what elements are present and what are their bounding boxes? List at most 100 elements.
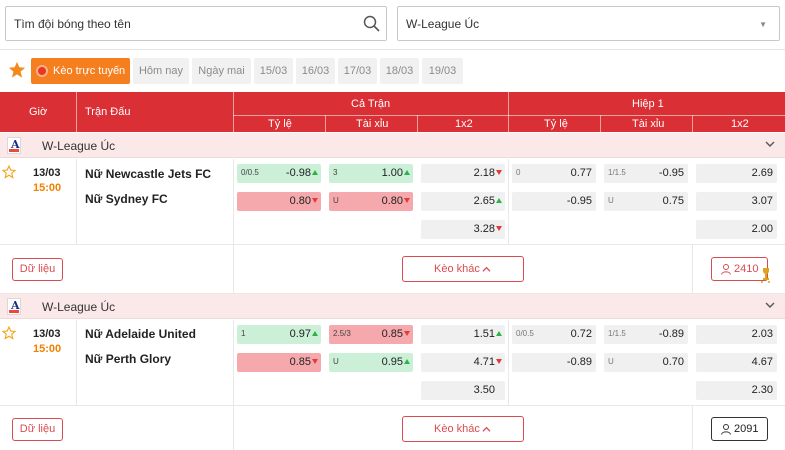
odds-cell[interactable]: 3 1.00 [329,164,413,183]
filter-date[interactable]: 17/03 [338,58,377,84]
odds-cell[interactable]: 1/1.5 -0.89 [604,325,688,344]
arrow-up-icon [404,359,410,364]
divider [508,159,509,244]
odds-cell[interactable]: 2.69 [696,164,777,183]
col-handicap: Tỷ lệ [268,118,292,130]
divider [233,320,234,405]
trophy-icon [761,268,770,283]
chevron-down-icon[interactable] [765,300,775,310]
date-filter-bar: Kèo trực tuyến Hôm nay Ngày mai 15/03 16… [0,50,785,92]
odds-table-header: Giờ Trận Đấu Cả Trận Hiệp 1 Tỷ lệ Tài xỉ… [0,92,785,132]
match-row: 13/03 15:00 Nữ Adelaide United Nữ Perth … [0,320,785,450]
odds-cell[interactable]: 2.5/3 0.85 [329,325,413,344]
user-icon [721,424,731,435]
odds-cell[interactable]: 3.28 [421,220,505,239]
odds-cell[interactable]: 0/0.5 -0.98 [237,164,321,183]
live-odds-button[interactable]: Kèo trực tuyến [31,58,130,84]
data-button[interactable]: Dữ liệu [12,418,63,441]
bettors-count-button[interactable]: 2410 [711,257,768,281]
live-icon [36,65,48,77]
away-team: Nữ Sydney FC [85,192,168,206]
divider [508,320,509,405]
odds-cell[interactable]: 1/1.5 -0.95 [604,164,688,183]
odds-value: 3.28 [473,223,495,235]
arrow-down-icon [312,198,318,203]
odds-cell[interactable]: 0 0.77 [512,164,596,183]
filter-today[interactable]: Hôm nay [133,58,189,84]
odds-value: 2.18 [473,167,495,179]
odds-cell[interactable]: 0.80 [237,192,321,211]
odds-cell[interactable]: U 0.95 [329,353,413,372]
odds-cell[interactable]: 3.50 [421,381,505,400]
search-placeholder: Tìm đội bóng theo tên [14,17,131,31]
divider [233,115,785,116]
odds-cell[interactable]: 4.67 [696,353,777,372]
more-odds-button[interactable]: Kèo khác [402,416,524,442]
odds-value: 2.03 [751,328,773,340]
data-button[interactable]: Dữ liệu [12,258,63,281]
odds-cell[interactable]: 2.18 [421,164,505,183]
odds-cell[interactable]: U 0.75 [604,192,688,211]
odds-value: -0.95 [658,167,684,179]
odds-cell[interactable]: 2.30 [696,381,777,400]
odds-value: 0.72 [570,328,592,340]
odds-cell[interactable]: 0.85 [237,353,321,372]
user-icon [721,264,731,275]
bettors-count-button[interactable]: 2091 [711,417,768,441]
odds-cell[interactable]: 1.51 [421,325,505,344]
match-actions: Dữ liệu Kèo khác 2410 [0,244,785,294]
odds-line: 2.5/3 [333,329,351,338]
team-search-input[interactable]: Tìm đội bóng theo tên [5,6,387,41]
filter-date[interactable]: 16/03 [296,58,335,84]
odds-line: U [333,357,339,366]
odds-cell[interactable]: 3.07 [696,192,777,211]
odds-value: -0.89 [566,356,592,368]
odds-line: U [333,196,339,205]
divider [233,406,234,450]
league-row[interactable]: A W-League Úc [0,133,785,158]
odds-cell[interactable]: 2.00 [696,220,777,239]
divider [76,320,77,450]
league-name: W-League Úc [42,139,116,153]
league-row[interactable]: A W-League Úc [0,294,785,319]
search-icon[interactable] [362,14,382,34]
filter-date[interactable]: 15/03 [254,58,293,84]
odds-cell[interactable]: -0.95 [512,192,596,211]
bettors-count: 2091 [734,423,759,435]
more-odds-button[interactable]: Kèo khác [402,256,524,282]
league-select[interactable]: W-League Úc ▼ [397,6,780,41]
odds-line: 0/0.5 [241,168,259,177]
odds-cell[interactable]: 4.71 [421,353,505,372]
favorite-star-icon[interactable] [2,326,16,340]
filter-date[interactable]: 19/03 [422,58,463,84]
favorite-star-icon[interactable] [2,165,16,179]
match-time: 15:00 [33,182,62,194]
odds-line: U [608,196,614,205]
odds-cell[interactable]: U 0.80 [329,192,413,211]
away-team: Nữ Perth Glory [85,352,172,366]
filter-date[interactable]: 18/03 [380,58,419,84]
chevron-down-icon[interactable] [765,139,775,149]
league-select-value: W-League Úc [406,17,480,31]
odds-cell[interactable]: 2.65 [421,192,505,211]
odds-cell[interactable]: 2.03 [696,325,777,344]
odds-cell[interactable]: 0/0.5 0.72 [512,325,596,344]
star-icon[interactable] [8,61,26,79]
odds-cell[interactable]: -0.89 [512,353,596,372]
league-logo: A [7,298,21,315]
odds-value: -0.95 [566,195,592,207]
match-time: 15:00 [33,343,62,355]
col-1x2: 1x2 [455,118,473,130]
live-odds-label: Kèo trực tuyến [53,65,126,77]
divider [233,245,234,293]
odds-line: 1 [241,329,246,338]
odds-value: -0.98 [285,167,311,179]
odds-value: 2.65 [473,195,495,207]
odds-line: 1/1.5 [608,168,626,177]
odds-cell[interactable]: U 0.70 [604,353,688,372]
odds-value: 4.71 [473,356,495,368]
filter-tomorrow[interactable]: Ngày mai [192,58,251,84]
divider [417,115,418,132]
odds-value: 0.85 [289,356,311,368]
odds-cell[interactable]: 1 0.97 [237,325,321,344]
